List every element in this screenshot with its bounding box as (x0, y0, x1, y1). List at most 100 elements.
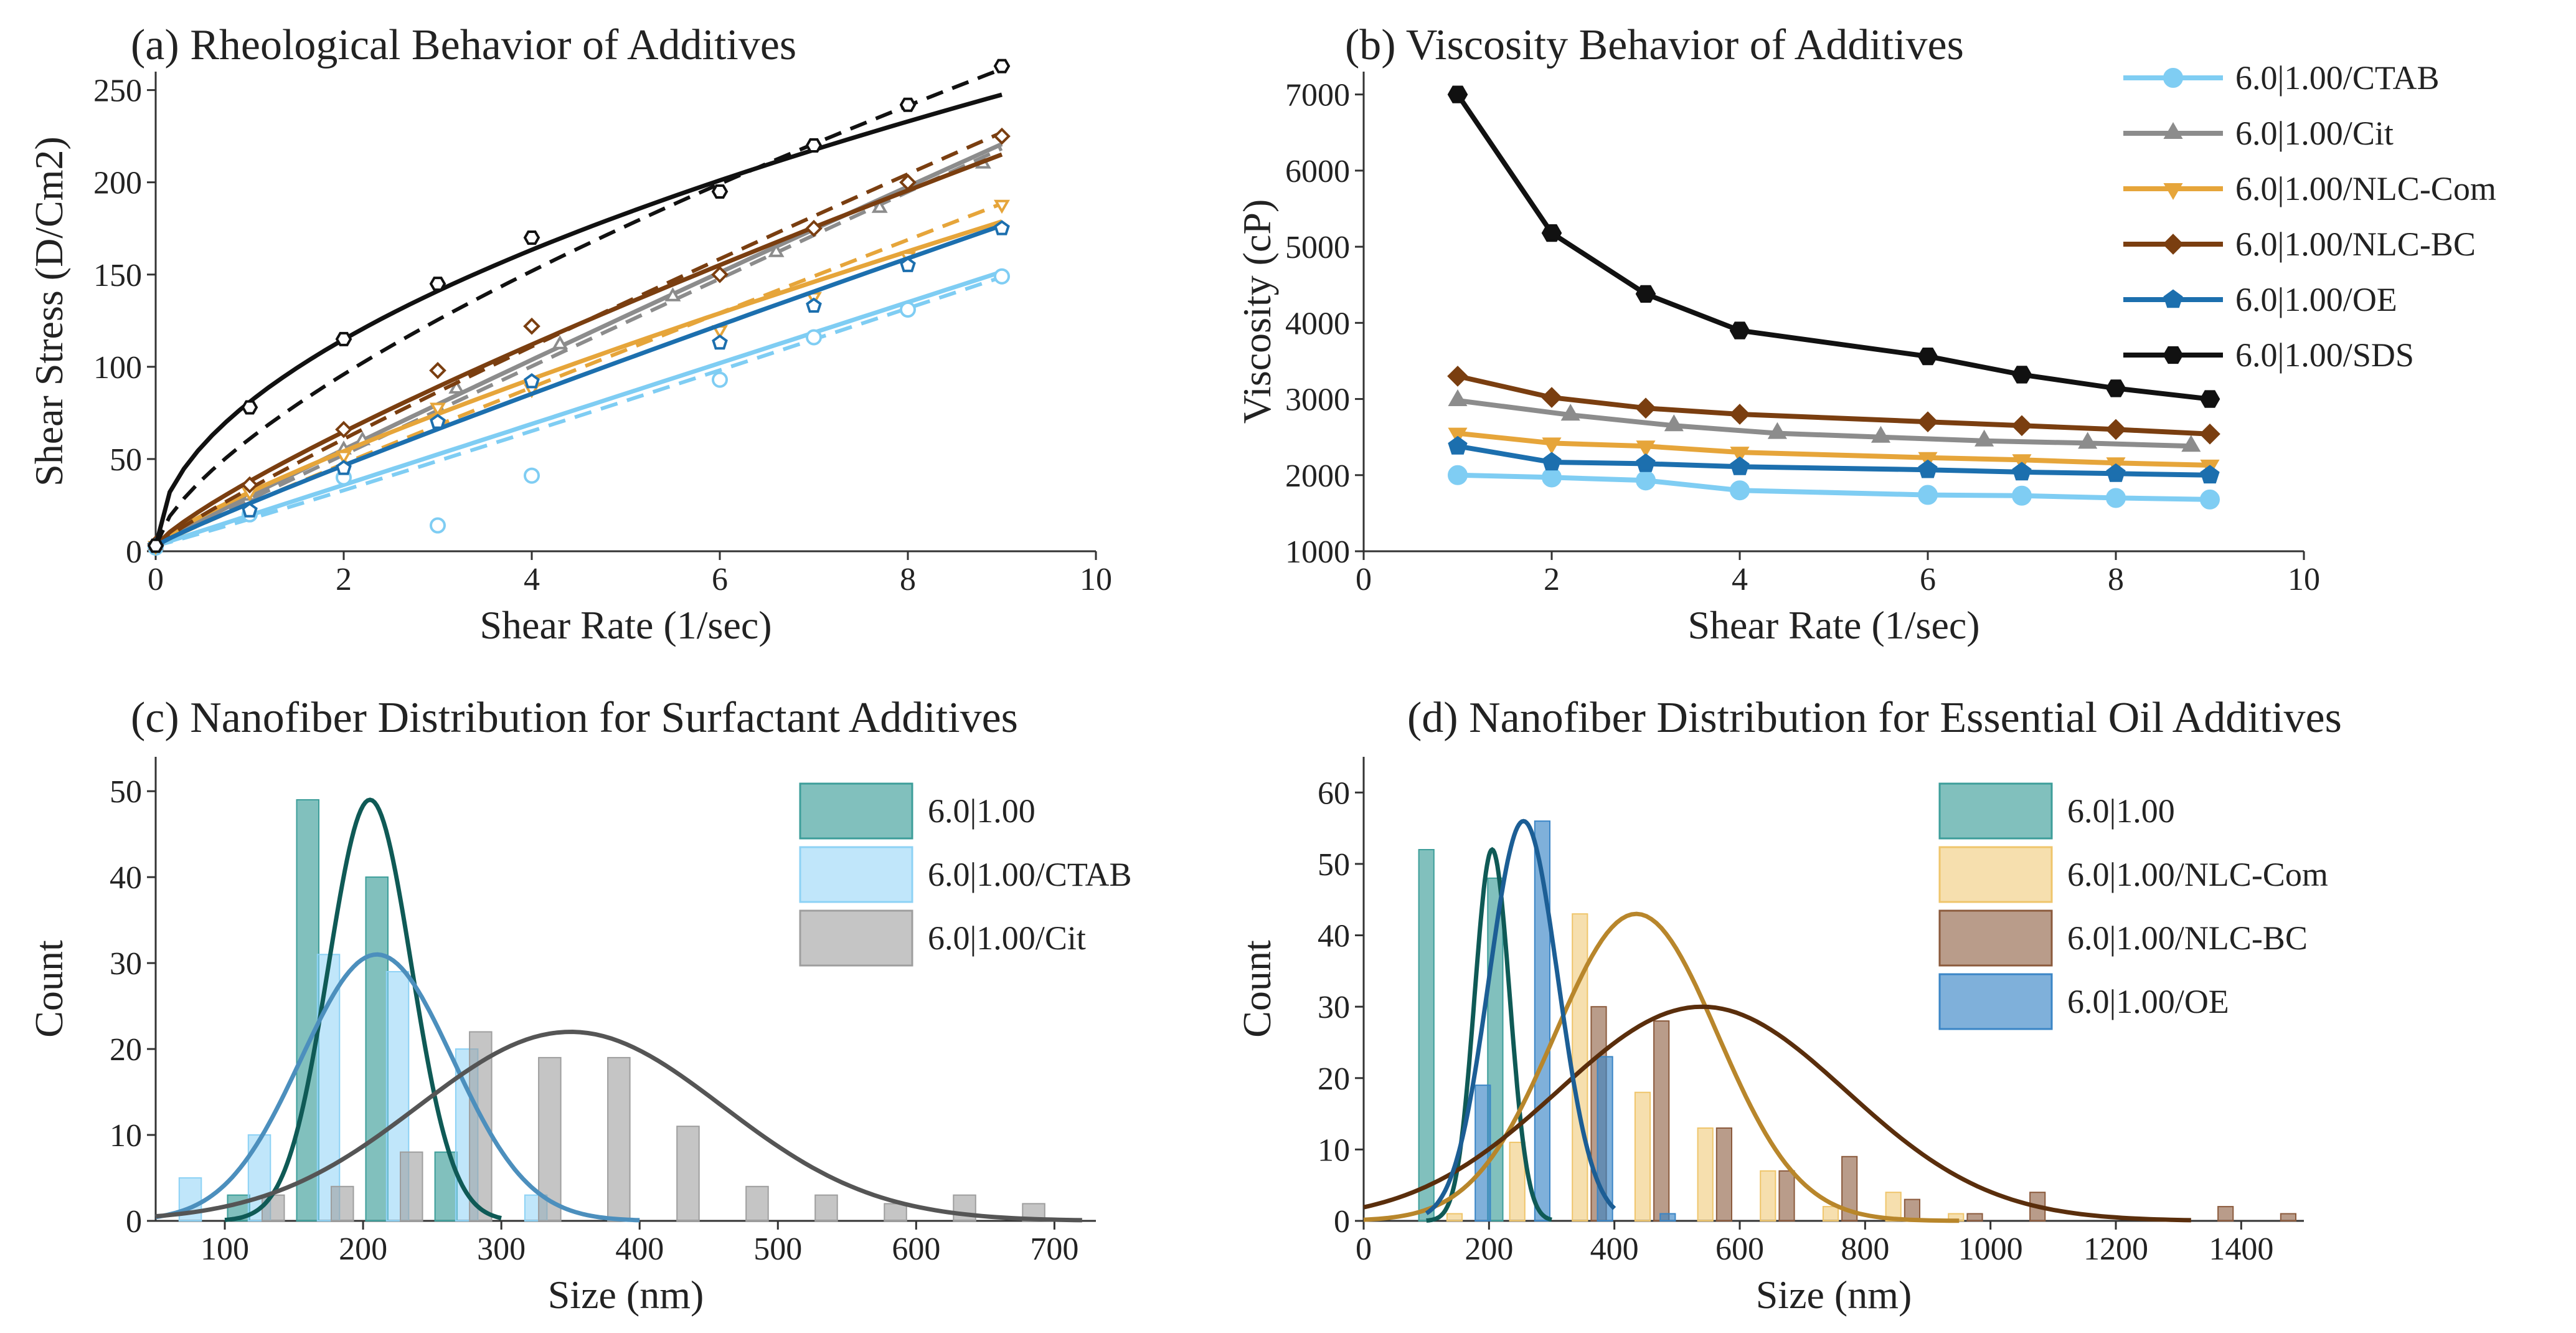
x-tick-label: 500 (753, 1231, 802, 1267)
legend-label: 6.0|1.00/NLC-BC (2067, 919, 2308, 957)
data-point (993, 59, 1011, 74)
y-tick-label: 40 (110, 860, 142, 896)
data-point (429, 277, 446, 292)
data-point (2199, 423, 2220, 445)
data-point (1447, 85, 1468, 103)
normal-fit-curve (155, 952, 640, 1223)
data-point (1871, 425, 1891, 443)
series-6.0|1.00/NLC-BC (147, 127, 1011, 553)
data-point (2200, 489, 2220, 510)
x-axis-label: Size (nm) (1756, 1273, 1912, 1317)
data-point (994, 199, 1010, 214)
series-line (1457, 444, 2210, 478)
data-point (806, 297, 822, 313)
data-point (1636, 440, 1656, 458)
data-point (1635, 397, 1656, 419)
series-6.0|1.00/CTAB (1448, 465, 2220, 510)
data-point (524, 467, 540, 484)
histogram-bar (296, 799, 319, 1222)
data-point (1918, 485, 1938, 505)
x-tick-label: 400 (615, 1231, 664, 1267)
data-point (1635, 285, 1656, 303)
x-tick-label: 1400 (2209, 1231, 2273, 1267)
fit-line-dashed (154, 67, 1003, 547)
x-tick-label: 4 (524, 562, 540, 597)
y-tick-label: 10 (110, 1118, 142, 1154)
fit-line-dashed (154, 146, 1003, 548)
series-line (1457, 373, 2210, 437)
x-tick-label: 6 (712, 562, 728, 597)
x-tick-label: 8 (2108, 562, 2124, 597)
legend-swatch (1938, 909, 2053, 967)
x-tick-label: 10 (1080, 562, 1112, 597)
legend-marker (2163, 68, 2183, 88)
normal-fit-curve (1425, 818, 1616, 1215)
panel-b: (b) Viscosity Behavior of Additives 0 2 4 6 8… (1235, 21, 2496, 647)
histogram-bar (1634, 1091, 1651, 1222)
data-point (1729, 321, 1750, 339)
data-point (523, 230, 540, 245)
data-point (1917, 411, 1938, 433)
legend-swatch (1938, 973, 2053, 1030)
y-tick-label: 100 (93, 350, 142, 386)
data-point (2078, 432, 2098, 449)
legend: 6.0|1.00 6.0|1.00/CTAB 6.0|1.00/Cit (799, 782, 1132, 967)
data-point (1560, 404, 1580, 421)
series-6.0|1.00/SDS (1447, 85, 2220, 408)
y-tick-label: 4000 (1285, 306, 1350, 341)
x-axis-label: Shear Rate (1/sec) (1687, 603, 1979, 647)
y-tick-label: 250 (93, 74, 142, 109)
y-tick-label: 0 (1334, 1204, 1350, 1240)
data-point (1974, 429, 1994, 447)
data-point (1664, 414, 1684, 432)
legend-label: 6.0|1.00/SDS (2235, 336, 2414, 374)
data-point (805, 138, 823, 153)
histogram-bar (400, 1151, 423, 1222)
data-point (1636, 453, 1656, 472)
legend-marker (2163, 289, 2183, 308)
data-point (241, 476, 258, 494)
y-tick-label: 0 (126, 534, 142, 570)
data-point (2106, 488, 2126, 508)
data-point (2106, 463, 2126, 482)
panel-d: (d) Nanofiber Distribution for Essential… (1235, 694, 2342, 1317)
data-point (900, 257, 916, 272)
normal-fit-curve (1363, 1004, 2191, 1223)
series-6.0|1.00/Cit (1448, 389, 2201, 452)
histogram-bar (1966, 1213, 1983, 1222)
data-point (448, 379, 465, 394)
histogram-bar (262, 1194, 285, 1222)
y-axis-label: Count (1235, 940, 1279, 1038)
histogram-bar (1760, 1170, 1776, 1222)
panel-a-title: (a) Rheological Behavior of Additives (131, 21, 796, 69)
histogram-bar (1778, 1170, 1795, 1222)
y-tick-label: 5000 (1285, 230, 1350, 265)
fit-line-solid (154, 269, 1003, 548)
data-point (664, 287, 681, 301)
normal-fit-curve (1426, 847, 1552, 1223)
fit-line-solid (154, 219, 1003, 548)
x-tick-label: 0 (148, 562, 164, 597)
panel-a: (a) Rheological Behavior of Additives 0 2 4… (27, 21, 1112, 647)
data-point (335, 331, 352, 346)
y-axis-label: Viscosity (cP) (1235, 199, 1279, 424)
fit-line-dashed (155, 275, 1003, 548)
histogram-bar (1659, 1213, 1676, 1222)
data-point (711, 265, 729, 283)
x-tick-label: 4 (1732, 562, 1748, 597)
legend-marker (2163, 183, 2183, 201)
series-6.0|1.00/NLC-BC (1447, 366, 2220, 445)
legend-label: 6.0|1.00/NLC-Com (2067, 856, 2328, 893)
data-point (1542, 467, 1562, 488)
y-tick-label: 50 (1318, 847, 1350, 883)
data-point (768, 243, 785, 257)
fit-line-solid (154, 223, 1003, 548)
series-6.0|1.00/OE (148, 220, 1010, 553)
histogram-bar (331, 1185, 354, 1222)
panel-d-title: (d) Nanofiber Distribution for Essential… (1407, 694, 2342, 742)
x-tick-label: 600 (892, 1231, 940, 1267)
legend-swatch (799, 909, 913, 967)
data-point (524, 373, 540, 389)
data-point (899, 97, 917, 112)
histogram-bar (365, 876, 389, 1222)
